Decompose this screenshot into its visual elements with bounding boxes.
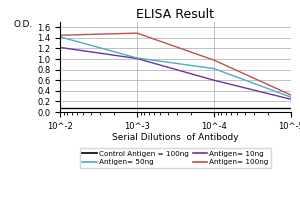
Title: ELISA Result: ELISA Result bbox=[136, 8, 214, 21]
X-axis label: Serial Dilutions  of Antibody: Serial Dilutions of Antibody bbox=[112, 134, 239, 142]
Legend: Control Antigen = 100ng, Antigen= 50ng, Antigen= 10ng, Antigen= 100ng: Control Antigen = 100ng, Antigen= 50ng, … bbox=[80, 148, 272, 168]
Text: O.D.: O.D. bbox=[14, 20, 33, 29]
